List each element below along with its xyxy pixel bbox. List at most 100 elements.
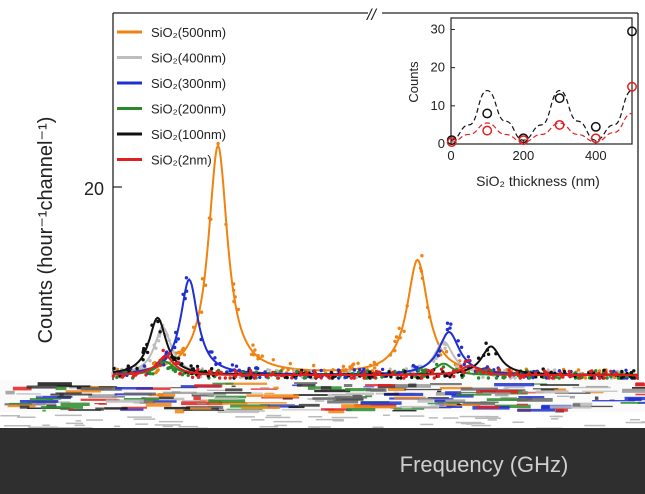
noise-mark bbox=[42, 424, 50, 426]
series-4-point bbox=[203, 369, 208, 374]
series-5-point bbox=[426, 368, 430, 373]
noise-mark bbox=[274, 424, 287, 427]
inset-series-1-fit bbox=[450, 112, 633, 143]
series-5-point bbox=[246, 373, 251, 377]
noise-mark bbox=[404, 388, 442, 391]
series-2-point bbox=[234, 364, 239, 368]
noise-mark bbox=[327, 400, 359, 404]
legend: SiO₂(500nm) SiO₂(400nm) SiO₂(300nm) SiO₂(20… bbox=[117, 25, 226, 168]
inset-series-0-point bbox=[554, 93, 565, 104]
noise-mark bbox=[88, 394, 118, 399]
noise-mark bbox=[540, 389, 555, 391]
inset-series-0-point bbox=[482, 108, 493, 119]
series-4-point bbox=[425, 375, 430, 379]
series-5-point bbox=[533, 371, 538, 375]
series-3-point bbox=[115, 375, 119, 380]
series-4-point bbox=[443, 374, 447, 378]
noise-mark bbox=[0, 415, 21, 417]
series-5-point bbox=[194, 370, 199, 374]
series-5-point bbox=[240, 373, 244, 378]
noise-mark bbox=[504, 386, 525, 389]
noise-mark bbox=[439, 404, 463, 408]
series-0-point bbox=[372, 360, 376, 365]
series-1-point bbox=[148, 359, 152, 363]
series-4-point bbox=[125, 367, 129, 371]
noise-mark bbox=[19, 405, 30, 409]
series-4-point bbox=[145, 342, 149, 347]
series-1-point bbox=[347, 369, 351, 373]
series-5-point bbox=[560, 374, 564, 379]
noise-mark bbox=[579, 405, 613, 408]
series-2-point bbox=[397, 370, 401, 375]
noise-mark bbox=[321, 408, 348, 411]
noise-mark bbox=[74, 424, 85, 427]
noise-mark bbox=[115, 387, 153, 390]
noise-mark bbox=[157, 393, 176, 397]
series-2-point bbox=[218, 361, 222, 366]
series-5-point bbox=[590, 369, 594, 373]
legend-label: SiO₂(200nm) bbox=[151, 102, 226, 117]
inset-ticks: 0 200 400 0 10 20 30 bbox=[431, 21, 607, 163]
series-5-point bbox=[271, 370, 275, 375]
noise-mark bbox=[213, 392, 252, 394]
series-4-point bbox=[150, 323, 154, 327]
series-0-point bbox=[322, 368, 326, 372]
noise-mark bbox=[503, 387, 509, 390]
series-5-point bbox=[111, 374, 116, 378]
noise-mark bbox=[263, 394, 299, 398]
series-2-point bbox=[142, 364, 147, 368]
series-4-point bbox=[460, 373, 464, 377]
noise-mark bbox=[456, 403, 462, 405]
series-5-point bbox=[120, 375, 125, 379]
noise-mark bbox=[437, 401, 444, 405]
noise-mark bbox=[494, 393, 509, 397]
series-5-point bbox=[219, 370, 223, 375]
inset-x-tick-label: 200 bbox=[513, 148, 535, 163]
noise-mark bbox=[267, 405, 299, 408]
noise-mark bbox=[29, 398, 54, 401]
legend-label: SiO₂(400nm) bbox=[151, 51, 226, 66]
noise-mark bbox=[427, 397, 449, 399]
series-5-point bbox=[228, 376, 232, 380]
noise-mark bbox=[428, 417, 438, 419]
noise-mark bbox=[86, 419, 103, 421]
series-1-point bbox=[154, 346, 158, 350]
noise-mark bbox=[314, 399, 325, 402]
noise-mark bbox=[341, 404, 371, 409]
series-4-point bbox=[141, 349, 146, 353]
series-0-point bbox=[191, 325, 196, 329]
noise-mark bbox=[207, 405, 221, 408]
series-5-point bbox=[373, 375, 377, 380]
series-2-point bbox=[230, 368, 234, 372]
series-5-point bbox=[431, 371, 435, 375]
noise-mark bbox=[200, 393, 227, 396]
series-0-point bbox=[288, 361, 292, 366]
noise-mark bbox=[135, 423, 148, 425]
series-2-point bbox=[184, 276, 189, 280]
series-5-point bbox=[604, 370, 608, 374]
series-3-point bbox=[441, 365, 446, 369]
noise-mark bbox=[384, 392, 424, 396]
noise-mark bbox=[54, 414, 82, 417]
series-0-point bbox=[348, 365, 352, 369]
noise-mark bbox=[273, 420, 303, 423]
series-4-point bbox=[180, 362, 184, 366]
series-5-point bbox=[481, 371, 486, 375]
series-5-point bbox=[218, 376, 222, 380]
series-5-point bbox=[550, 376, 555, 380]
series-5-point bbox=[567, 369, 571, 374]
noise-mark bbox=[162, 391, 197, 394]
series-5-point bbox=[190, 375, 195, 379]
series-5-point bbox=[399, 373, 403, 377]
noise-mark bbox=[383, 393, 400, 395]
series-5-point bbox=[252, 376, 256, 380]
noise-mark bbox=[208, 399, 246, 403]
noise-mark bbox=[212, 382, 234, 385]
noise-mark bbox=[456, 393, 492, 396]
legend-item-4: SiO₂(100nm) bbox=[117, 127, 226, 142]
noise-mark bbox=[466, 423, 472, 425]
noise-mark bbox=[35, 396, 43, 398]
noise-mark bbox=[451, 394, 474, 398]
series-0-point bbox=[180, 348, 184, 352]
series-5-point bbox=[508, 374, 512, 378]
